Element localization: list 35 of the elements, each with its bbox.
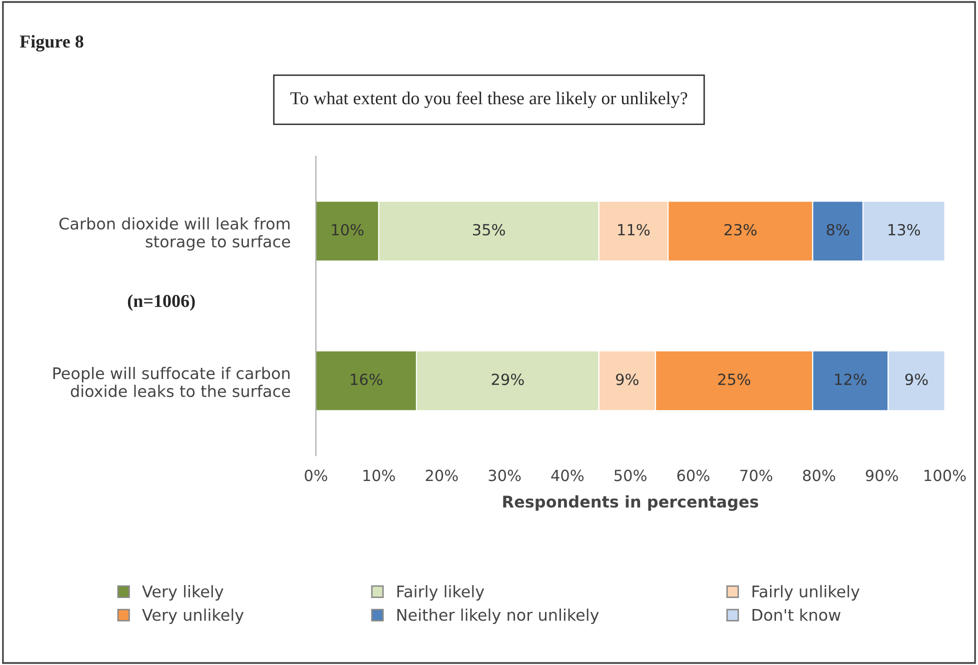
data-label: 12% [835,374,867,386]
data-label: 9% [905,374,928,386]
data-label: 29% [492,374,524,386]
data-label: 11% [618,224,650,236]
data-label: 10% [332,224,364,236]
legend-label: Fairly likely [397,585,484,601]
x-tick-label: 100% [924,470,966,482]
chart-title: To what extent do you feel these are likely or unlikely? [290,91,688,108]
data-label: 23% [724,224,757,236]
legend-label: Very likely [142,585,224,601]
legend-label: Very unlikely [142,608,244,624]
x-tick-label: 60% [677,470,710,482]
data-label: 8% [826,224,850,236]
data-label: 25% [718,374,750,386]
x-tick-label: 50% [614,470,646,482]
x-axis-title: Respondents in percentages [503,495,758,511]
caption: Figure 8 [20,34,84,52]
x-tick-label: 20% [426,470,458,482]
data-label: 13% [888,224,920,236]
y-tick-label: People will suffocate if carbon dioxide leaks to the surface [53,366,290,398]
text: (n=1006) [128,294,195,311]
data-label: 9% [616,374,638,386]
x-tick-label: 0% [304,470,328,482]
data-label: 16% [350,374,382,386]
x-tick-label: 10% [363,470,395,482]
x-tick-label: 30% [488,470,521,482]
x-tick-label: 90% [866,470,898,482]
x-tick-label: 80% [803,470,836,482]
y-tick-label: Carbon dioxide will leak from storage to surface [59,217,290,251]
legend-label: Fairly unlikely [752,585,860,601]
legend-label: Neither likely nor unlikely [397,608,599,624]
x-tick-label: 70% [740,470,772,482]
x-tick-label: 40% [551,470,584,482]
legend-label: Don't know [752,608,840,621]
data-label: 35% [473,224,505,236]
